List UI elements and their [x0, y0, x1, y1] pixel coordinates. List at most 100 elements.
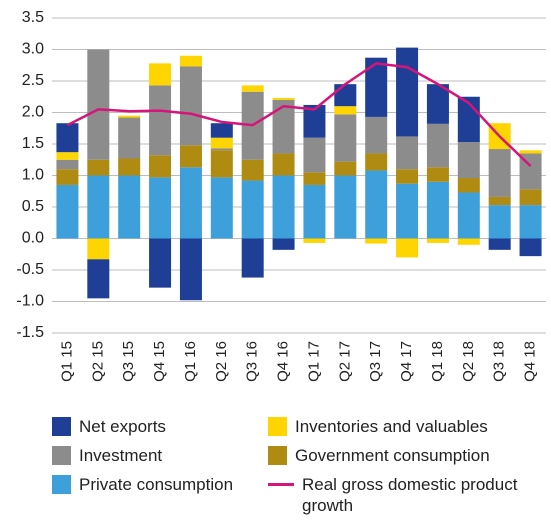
bar-segment — [149, 238, 172, 288]
bar-segment — [334, 114, 357, 162]
x-tick: Q3 15 — [120, 341, 137, 382]
x-tick: Q4 17 — [398, 341, 415, 382]
legend-item: Net exports — [52, 416, 268, 437]
bar-segment — [179, 66, 202, 146]
x-tick-label: Q2 15 — [89, 341, 106, 382]
bar-segment — [426, 167, 449, 182]
bar-segment — [56, 123, 79, 153]
x-tick: Q4 16 — [275, 341, 292, 382]
y-tick-label: -1.5 — [16, 324, 44, 341]
x-tick: Q1 18 — [429, 341, 446, 382]
bar-segment — [241, 238, 264, 278]
bar-segment — [210, 137, 233, 149]
bar-segment — [365, 116, 388, 154]
bar-segment — [457, 178, 480, 193]
legend-swatch — [52, 446, 71, 465]
x-tick-label: Q4 17 — [398, 341, 415, 382]
bar-segment — [519, 238, 542, 257]
bar-segment — [365, 170, 388, 239]
x-tick-label: Q3 16 — [244, 341, 261, 382]
bar-segment — [457, 142, 480, 179]
bar-segment — [87, 49, 110, 160]
bar-segment — [272, 153, 295, 176]
bar-segment — [303, 184, 326, 239]
x-tick: Q2 18 — [460, 341, 477, 382]
legend-swatch — [52, 417, 71, 436]
legend-label: Investment — [79, 446, 163, 465]
x-tick: Q2 16 — [213, 341, 230, 382]
y-tick-label: 2.0 — [22, 104, 44, 121]
bar-segment — [365, 57, 388, 117]
bar-segment — [426, 181, 449, 239]
bar-segment — [457, 238, 480, 245]
y-tick-label: 0.0 — [22, 230, 44, 247]
bar-segment — [426, 84, 449, 124]
bar-segment — [56, 184, 79, 239]
bar-segment — [396, 47, 419, 137]
bar-segment — [396, 238, 419, 258]
bar-segment — [272, 238, 295, 250]
bar-segment — [365, 153, 388, 171]
bar-segment — [149, 155, 172, 178]
bar-segment — [56, 169, 79, 185]
x-tick: Q4 18 — [522, 341, 539, 382]
legend-item: Inventories and valuables — [268, 416, 551, 437]
x-tick-label: Q3 18 — [491, 341, 508, 382]
bar-segment — [118, 158, 141, 176]
bar-segment — [210, 148, 233, 151]
bar-segment — [210, 150, 233, 178]
bar-segment — [334, 175, 357, 239]
bar-segment — [488, 238, 511, 250]
bar-segment — [210, 177, 233, 239]
bar-segment — [396, 183, 419, 239]
x-tick-label: Q3 15 — [120, 341, 137, 382]
bar-segment — [241, 180, 264, 239]
bar-segment — [118, 115, 141, 118]
y-tick-label: 2.5 — [22, 72, 44, 89]
x-tick: Q2 17 — [336, 341, 353, 382]
y-tick-label: 1.5 — [22, 135, 44, 152]
bar-segment — [488, 196, 511, 206]
x-tick-label: Q4 15 — [151, 341, 168, 382]
legend: Net exports Inventories and valuables Inve… — [52, 416, 551, 516]
bar-segment — [87, 259, 110, 299]
x-tick-label: Q2 16 — [213, 341, 230, 382]
bar-segment — [488, 149, 511, 197]
bar-segment — [457, 192, 480, 239]
bar-segment — [118, 117, 141, 159]
legend-label: Real gross domestic product growth — [302, 475, 518, 515]
bar-segment — [179, 55, 202, 67]
bar-segment — [87, 238, 110, 260]
y-tick-label: 1.0 — [22, 167, 44, 184]
bar-segment — [396, 136, 419, 170]
bar-segment — [303, 238, 326, 243]
y-tick-label: 0.5 — [22, 198, 44, 215]
bar-segment — [519, 189, 542, 206]
x-tick: Q1 16 — [182, 341, 199, 382]
bar-segment — [87, 159, 110, 176]
bar-segment — [426, 238, 449, 243]
bar-segment — [272, 175, 295, 239]
y-tick-label: -0.5 — [16, 261, 44, 278]
x-tick-label: Q1 18 — [429, 341, 446, 382]
x-tick: Q3 17 — [367, 341, 384, 382]
bar-segment — [118, 175, 141, 239]
line-series — [66, 62, 532, 167]
x-tick-label: Q1 15 — [58, 341, 75, 382]
bar-segment — [519, 150, 542, 154]
legend-item: Private consumption — [52, 474, 268, 516]
legend-label: Private consumption — [79, 475, 234, 494]
bar-segment — [56, 152, 79, 160]
bar-segment — [334, 106, 357, 115]
bar-segment — [56, 159, 79, 170]
x-tick-label: Q1 16 — [182, 341, 199, 382]
bar-segment — [272, 98, 295, 100]
legend-swatch — [268, 446, 287, 465]
bar-segment — [179, 167, 202, 239]
bar-segment — [334, 84, 357, 107]
x-tick: Q4 15 — [151, 341, 168, 382]
legend-item: Investment — [52, 445, 268, 466]
legend-item: Real gross domestic product growth — [268, 474, 551, 516]
legend-item: Government consumption — [268, 445, 551, 466]
bar-segment — [241, 85, 264, 92]
